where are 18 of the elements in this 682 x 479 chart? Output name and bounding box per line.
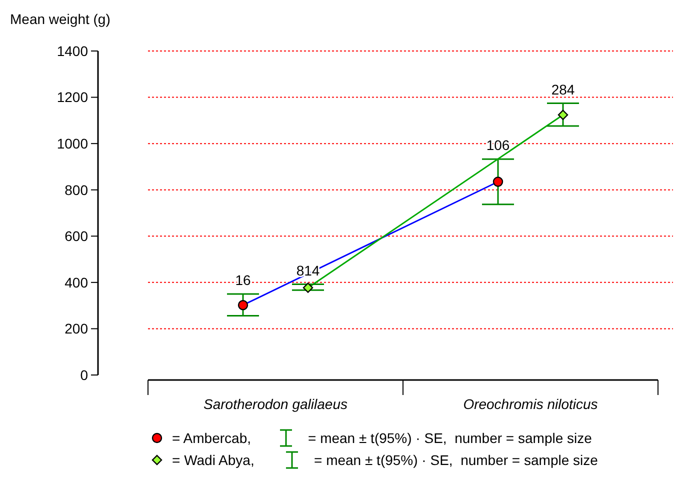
y-tick-label: 0 <box>80 366 88 383</box>
annotation: 284 <box>551 81 575 98</box>
annotation: 16 <box>235 272 251 288</box>
annotation: 106 <box>486 137 510 154</box>
x-tick-label: Sarotherodon galilaeus <box>204 396 348 412</box>
text: = mean ± t(95%) · SE, number = sample size <box>308 430 592 446</box>
legend-label: = Wadi Abya, <box>172 452 254 468</box>
y-tick-label: 1200 <box>56 89 88 106</box>
y-tick-label: 1000 <box>56 135 88 152</box>
legend-label: = Ambercab, <box>172 430 251 446</box>
y-tick-label: 1400 <box>56 42 88 59</box>
y-tick-label: 400 <box>64 274 88 290</box>
y-tick-label: 800 <box>64 182 88 198</box>
text: = mean ± t(95%) · SE, number = sample size <box>314 452 598 468</box>
y-axis-title: Mean weight (g) <box>10 11 110 27</box>
y-tick-label: 600 <box>64 228 88 244</box>
y-tick-label: 200 <box>64 320 88 337</box>
x-tick-label: Oreochromis niloticus <box>463 396 598 412</box>
